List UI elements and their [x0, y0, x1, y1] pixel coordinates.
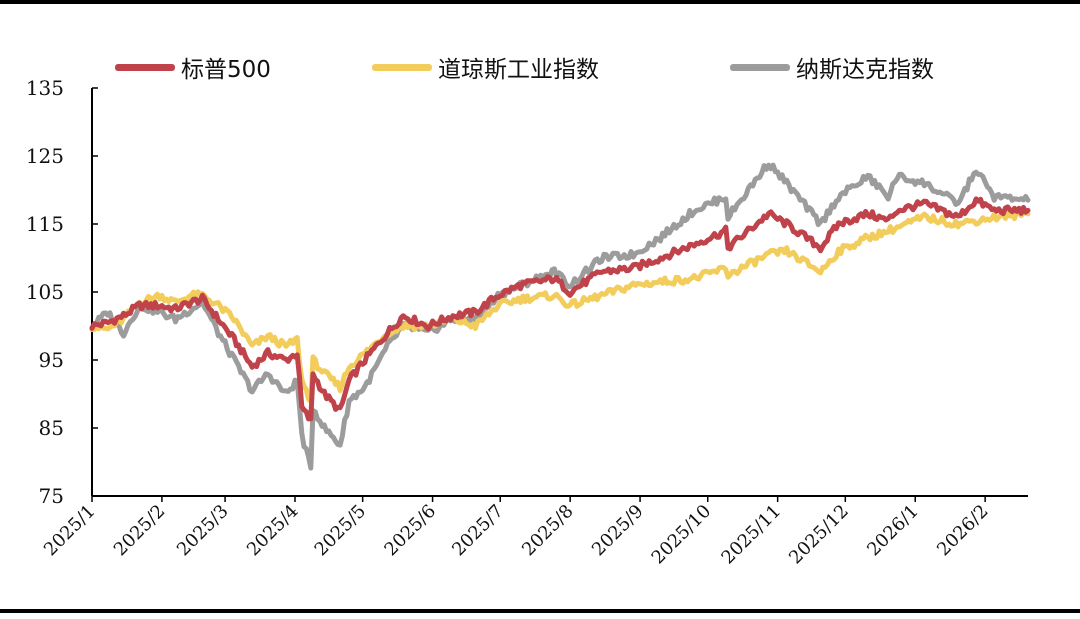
y-tick-label: 125	[26, 144, 64, 168]
x-tick-label: 2025/11	[717, 501, 785, 569]
sp500-line	[89, 196, 1031, 422]
y-tick-label: 115	[26, 212, 64, 236]
legend-label-dow: 道琼斯工业指数	[438, 57, 599, 83]
x-tick-label: 2025/7	[448, 501, 508, 561]
top-frame-line	[0, 0, 1080, 4]
bottom-frame-line	[0, 609, 1080, 613]
y-tick-label: 95	[39, 348, 64, 372]
x-tick-label: 2026/2	[933, 501, 993, 561]
legend-label-nasdaq: 纳斯达克指数	[796, 57, 934, 83]
x-tick-label: 2026/1	[863, 501, 923, 561]
x-tick-label: 2025/5	[311, 501, 371, 561]
legend-swatch-dow	[372, 63, 432, 71]
y-tick-label: 85	[39, 416, 64, 440]
x-tick-label: 2025/4	[243, 501, 303, 561]
y-tick-label: 105	[26, 280, 64, 304]
legend-item-nasdaq: 纳斯达克指数	[730, 50, 934, 84]
x-tick-label: 2025/8	[518, 501, 578, 561]
nasdaq-line	[89, 162, 1031, 471]
x-tick-label: 2025/6	[380, 501, 440, 561]
legend-item-dow: 道琼斯工业指数	[372, 50, 599, 84]
legend-swatch-sp500	[115, 63, 175, 71]
x-tick-label: 2025/12	[785, 501, 853, 569]
y-tick-label: 135	[26, 76, 64, 100]
x-tick-label: 2025/10	[648, 501, 716, 569]
x-tick-label: 2025/2	[110, 501, 170, 561]
x-tick-label: 2025/3	[173, 501, 233, 561]
legend-item-sp500: 标普500	[115, 50, 271, 84]
legend-swatch-nasdaq	[730, 63, 790, 71]
x-tick-label: 2025/1	[40, 501, 100, 561]
dow-line	[89, 209, 1031, 404]
x-tick-label: 2025/9	[588, 501, 648, 561]
y-tick-label: 75	[39, 484, 64, 508]
legend-label-sp500: 标普500	[181, 57, 271, 83]
